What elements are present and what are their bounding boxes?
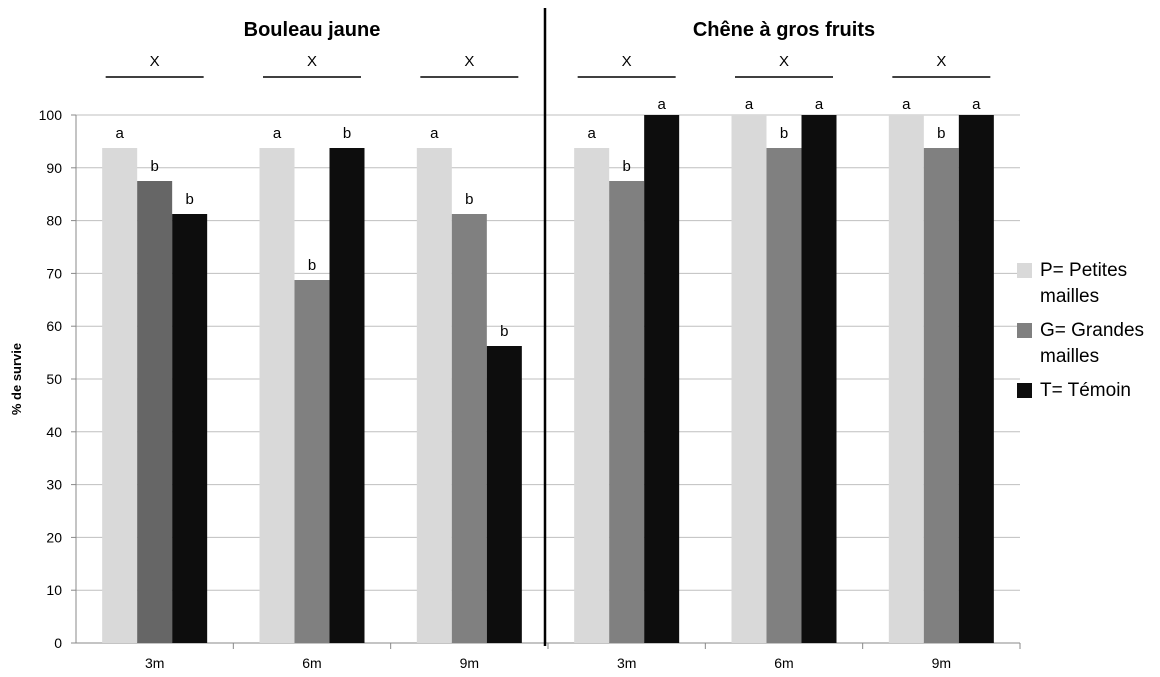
x-tick-label: 3m [617,655,636,671]
significance-letter: b [308,257,316,274]
significance-letter: a [587,125,596,142]
y-axis-label: % de survie [9,343,24,415]
x-tick-label: 3m [145,655,164,671]
significance-letter: a [902,96,911,113]
group-label: X [307,53,317,70]
legend-item-temoin: T= Témoin [1014,378,1160,404]
bar [609,181,645,643]
y-tick-label: 100 [39,107,63,123]
significance-letter: b [185,191,193,208]
bar [766,148,802,643]
x-tick-label: 9m [460,655,479,671]
legend-item-petites-mailles: P= Petites mailles [1014,258,1160,310]
y-tick-label: 70 [46,265,62,281]
y-tick-label: 20 [46,529,62,545]
group-label: X [150,53,160,70]
x-tick-label: 6m [774,655,793,671]
legend-swatch-t [1017,383,1032,398]
significance-letter: b [465,191,473,208]
bar [259,148,295,643]
bar [486,346,522,643]
significance-letter: b [780,125,788,142]
significance-letter: b [937,125,945,142]
bar [416,148,452,643]
significance-letter: a [815,96,824,113]
bar [574,148,610,643]
y-tick-label: 90 [46,160,62,176]
significance-letter: a [430,125,439,142]
legend-swatch-p [1017,263,1032,278]
significance-letter: b [343,125,351,142]
group-label: X [779,53,789,70]
significance-letter: a [972,96,981,113]
legend-swatch-g [1017,323,1032,338]
bar [102,148,138,643]
y-tick-label: 80 [46,213,62,229]
significance-letter: a [273,125,282,142]
y-tick-label: 30 [46,477,62,493]
bar [923,148,959,643]
y-tick-label: 50 [46,371,62,387]
group-label: X [464,53,474,70]
bar [801,115,837,643]
x-tick-label: 9m [932,655,951,671]
y-tick-label: 0 [54,635,62,651]
legend-label-p: P= Petites mailles [1040,260,1128,307]
bar [294,280,330,643]
bar [329,148,365,643]
legend-label-t: T= Témoin [1040,380,1131,401]
bar [644,115,680,643]
bar [172,214,208,643]
significance-letter: a [745,96,754,113]
significance-letter: a [115,125,124,142]
legend: P= Petites mailles G= Grandes mailles T=… [1014,258,1160,412]
legend-label-g: G= Grandes mailles [1040,320,1145,367]
significance-letter: a [657,96,666,113]
y-tick-label: 60 [46,318,62,334]
group-label: X [622,53,632,70]
bar [137,181,173,643]
legend-item-grandes-mailles: G= Grandes mailles [1014,318,1160,370]
panel-title: Chêne à gros fruits [693,19,875,41]
bar [451,214,487,643]
significance-letter: b [500,323,508,340]
significance-letter: b [150,158,158,175]
bar [958,115,994,643]
panel-title: Bouleau jaune [244,19,381,41]
y-tick-label: 40 [46,424,62,440]
group-label: X [936,53,946,70]
significance-letter: b [622,158,630,175]
bar [731,115,767,643]
y-tick-label: 10 [46,582,62,598]
x-tick-label: 6m [302,655,321,671]
bar [888,115,924,643]
